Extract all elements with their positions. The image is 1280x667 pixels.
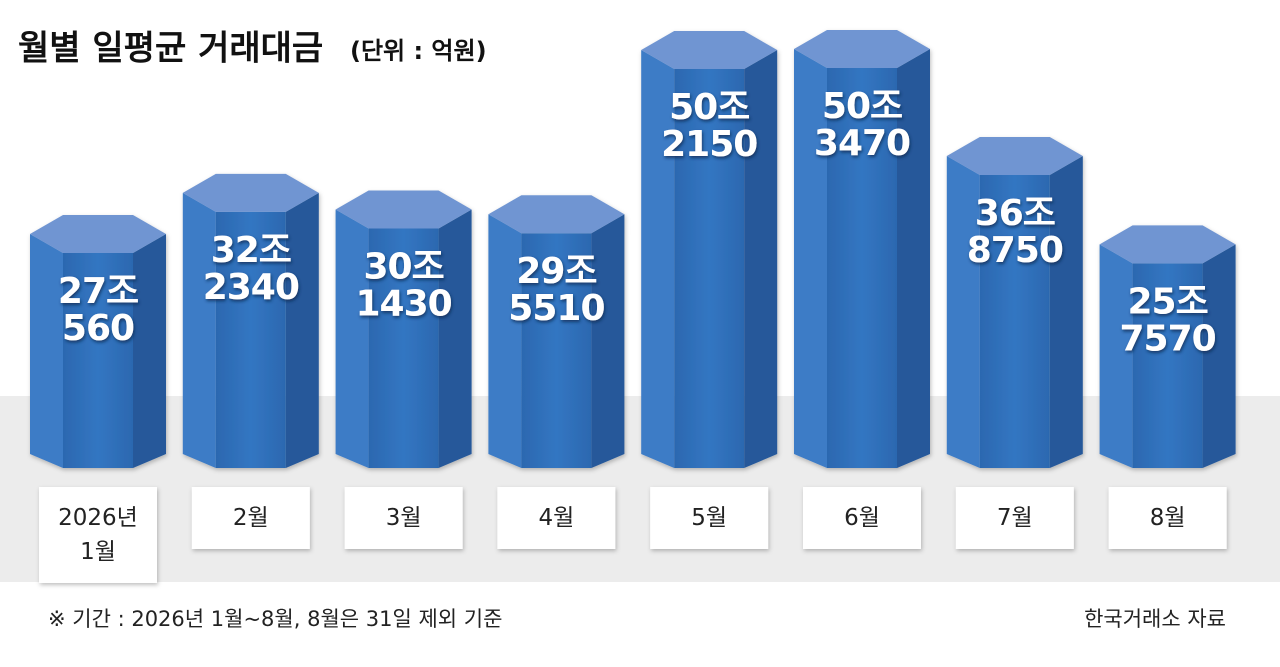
bar-left-face	[794, 49, 827, 468]
x-tick-label: 2026년 1월	[58, 505, 138, 565]
bar-right-face	[591, 214, 625, 468]
bar-right-face	[133, 234, 166, 468]
bar	[1099, 225, 1236, 468]
bar	[641, 31, 778, 469]
bar-cap	[182, 173, 319, 212]
category-box	[191, 487, 310, 549]
bar-front-face	[215, 211, 286, 468]
bar-right-face	[1202, 244, 1236, 468]
bar-front-face	[827, 68, 897, 468]
x-tick-label: 5월	[691, 505, 727, 531]
category-box	[955, 487, 1074, 549]
bar-front-face	[63, 253, 133, 468]
bar-left-face	[1099, 244, 1133, 468]
category-box	[497, 487, 616, 549]
bar-cap	[641, 31, 778, 70]
x-tick-label: 7월	[997, 505, 1033, 531]
bar-right-face	[1049, 156, 1083, 468]
bar-left-face	[946, 156, 980, 468]
value-label: 27조 560	[58, 271, 138, 349]
bar-cap	[488, 195, 625, 234]
value-label: 50조 3470	[814, 86, 910, 164]
bar-cap	[946, 137, 1083, 176]
bar-cap	[1099, 225, 1236, 264]
bar-left-face	[30, 234, 63, 468]
category-box	[650, 487, 769, 549]
bar-front-face	[521, 233, 592, 468]
bar	[946, 137, 1083, 468]
bar-cap	[30, 215, 166, 254]
value-label: 50조 2150	[661, 87, 757, 165]
bar-right-face	[438, 209, 472, 468]
bar-front-face	[1132, 263, 1203, 468]
value-label: 25조 7570	[1119, 281, 1215, 359]
source: 한국거래소 자료	[1084, 607, 1226, 631]
bar-right-face	[897, 49, 930, 468]
bar-left-face	[641, 50, 675, 469]
bar-left-face	[182, 192, 216, 468]
bar-front-face	[979, 175, 1050, 468]
bar-front-face	[674, 69, 745, 469]
value-label: 29조 5510	[508, 251, 604, 329]
x-tick-label: 3월	[386, 505, 422, 531]
x-tick-label: 8월	[1150, 505, 1186, 531]
bar-left-face	[335, 209, 369, 468]
value-label: 32조 2340	[203, 230, 299, 308]
bar-front-face	[368, 228, 439, 468]
chart-title: 월별 일평균 거래대금	[18, 29, 323, 69]
x-tick-label: 4월	[539, 505, 575, 531]
bar	[182, 173, 319, 468]
value-label: 36조 8750	[967, 193, 1063, 271]
category-box	[344, 487, 463, 549]
x-tick-label: 6월	[844, 505, 880, 531]
bar-cap	[335, 190, 472, 229]
category-box	[803, 487, 921, 549]
bar	[335, 190, 472, 468]
category-box	[39, 487, 157, 583]
category-box	[1108, 487, 1227, 549]
value-label: 30조 1430	[355, 247, 451, 325]
bar-right-face	[744, 50, 778, 469]
bar	[794, 30, 930, 468]
bar-cap	[794, 30, 930, 68]
x-tick-label: 2월	[233, 505, 269, 531]
footnote: ※ 기간 : 2026년 1월~8월, 8월은 31일 제외 기준	[48, 607, 502, 631]
bar	[488, 195, 625, 468]
bar	[30, 215, 166, 468]
bar-left-face	[488, 214, 522, 468]
bar-right-face	[285, 192, 319, 468]
chart-subtitle: (단위 : 억원)	[350, 37, 487, 65]
